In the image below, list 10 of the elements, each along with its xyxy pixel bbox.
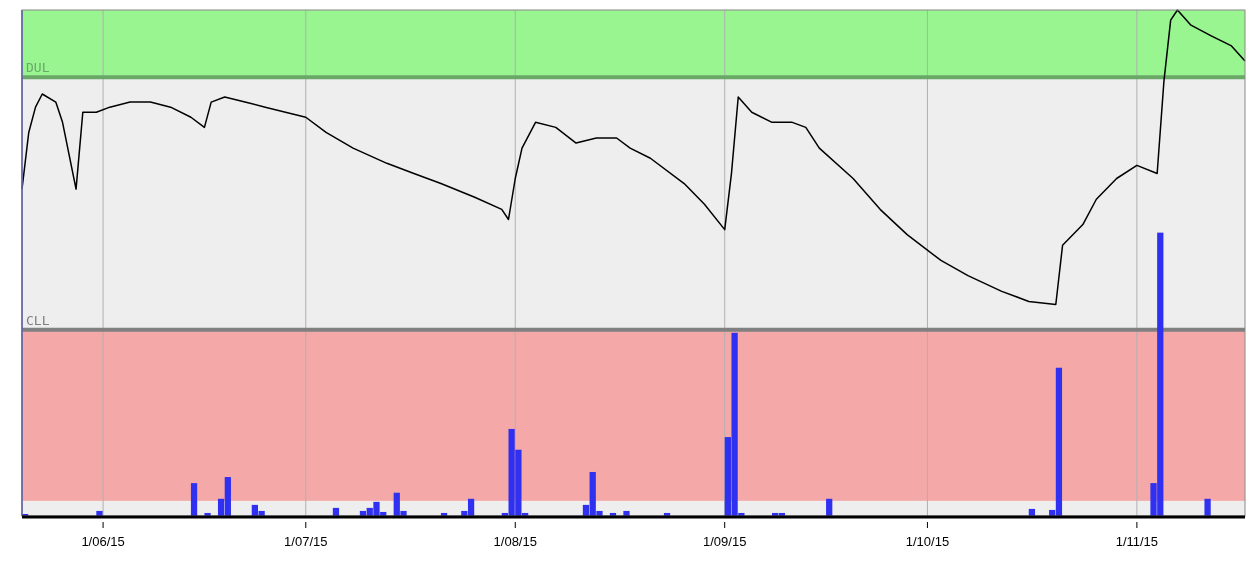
x-tick-label: 1/07/15 [284, 534, 328, 549]
bar [1204, 498, 1211, 516]
x-tick-label: 1/08/15 [493, 534, 537, 549]
ref-line-label: DUL [26, 60, 50, 76]
x-tick-label: 1/11/15 [1115, 534, 1159, 549]
x-tick-label: 1/10/15 [905, 534, 950, 549]
x-tick-label: 1/06/15 [81, 534, 125, 549]
bar [190, 483, 198, 516]
x-tick-label: 1/09/15 [703, 534, 747, 549]
ref-line-label: CLL [26, 312, 50, 328]
